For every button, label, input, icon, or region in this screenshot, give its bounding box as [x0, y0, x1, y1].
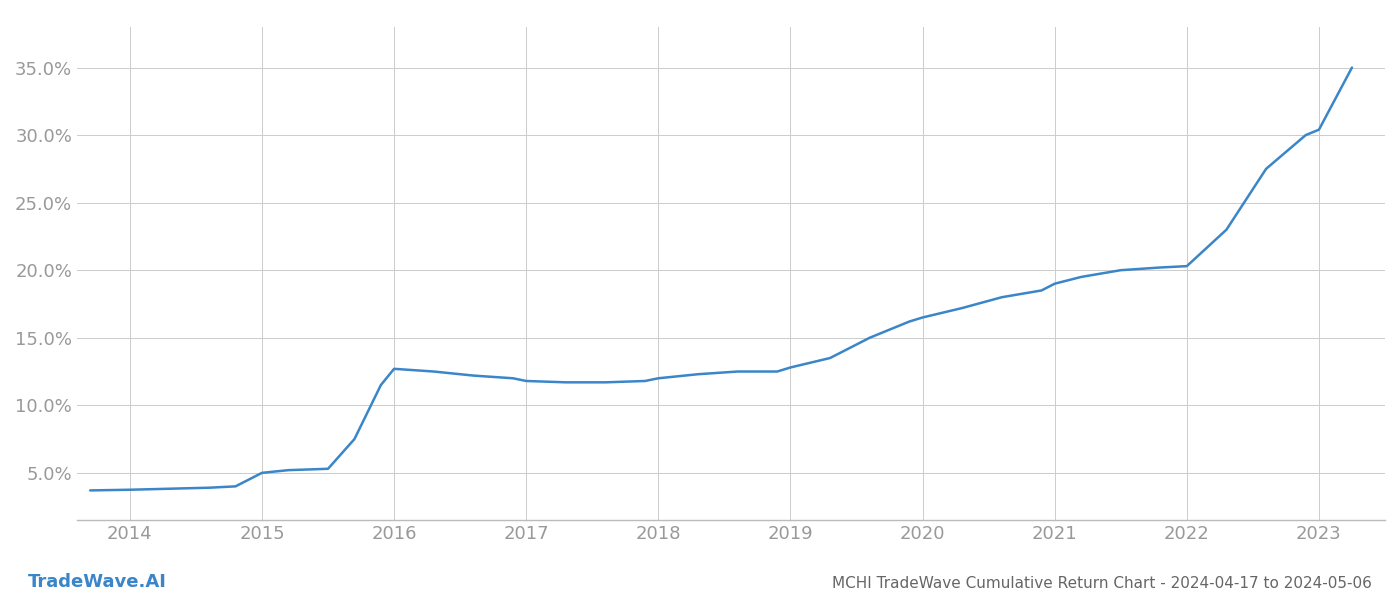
Text: TradeWave.AI: TradeWave.AI [28, 573, 167, 591]
Text: MCHI TradeWave Cumulative Return Chart - 2024-04-17 to 2024-05-06: MCHI TradeWave Cumulative Return Chart -… [832, 576, 1372, 591]
